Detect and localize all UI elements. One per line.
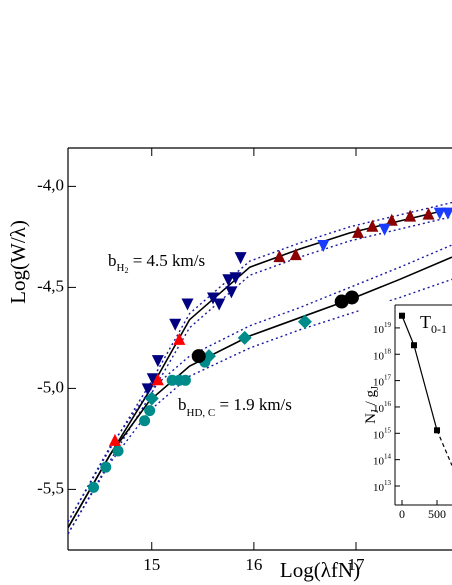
- data-point: [385, 213, 398, 226]
- inset-y-tick-label: 1019: [373, 321, 392, 336]
- annotation-sub: HD, C: [187, 407, 216, 419]
- data-point: [207, 292, 220, 305]
- data-point: [352, 225, 365, 238]
- data-point: [181, 298, 194, 311]
- data-point: [146, 373, 159, 386]
- tick-base: 10: [373, 455, 385, 467]
- tick-base: 10: [373, 376, 385, 388]
- label-sub: J: [370, 386, 381, 390]
- data-point: [273, 250, 286, 263]
- data-point: [144, 405, 156, 417]
- tick-exponent: 16: [384, 400, 392, 408]
- inset-y-tick-label: 1014: [373, 452, 392, 467]
- inset-y-tick-label: 1015: [373, 426, 392, 441]
- inset-y-tick-label: 1016: [373, 400, 392, 415]
- plot-area: [68, 201, 452, 535]
- data-point: [201, 349, 216, 364]
- data-point: [404, 209, 417, 222]
- data-point: [108, 433, 121, 446]
- data-point: [237, 330, 252, 345]
- annotation-subsub: 2: [124, 266, 128, 275]
- x-axis-label: Log(λfN): [280, 558, 360, 582]
- annotation-sub: H: [117, 262, 125, 274]
- label-main: N: [363, 413, 379, 424]
- data-point: [173, 332, 186, 345]
- annotation: bH2 = 4.5 km/s: [108, 251, 205, 275]
- inset-y-tick-label: 1017: [373, 373, 392, 388]
- tick-base: 10: [373, 323, 385, 335]
- inset-area: [399, 312, 452, 466]
- data-point: [234, 252, 247, 265]
- annotation-rest: = 1.9 km/s: [215, 395, 292, 414]
- inset-x-tick-label: 0: [399, 507, 405, 521]
- y-axis-label: Log(W/λ): [6, 220, 30, 304]
- data-point: [378, 223, 391, 236]
- inset-y-tick-label: 1018: [373, 347, 392, 362]
- data-point: [88, 481, 100, 493]
- inset-y-axis-label: NJ / gJ: [363, 386, 381, 424]
- data-point: [344, 290, 359, 305]
- annotation-rest: = 4.5 km/s: [128, 251, 205, 270]
- tick-exponent: 15: [384, 426, 392, 434]
- data-point: [410, 342, 417, 349]
- data-point: [289, 248, 302, 261]
- tick-exponent: 18: [384, 347, 392, 355]
- label-sub: J: [370, 409, 381, 413]
- data-point: [297, 314, 312, 329]
- tick-base: 10: [373, 350, 385, 362]
- tick-exponent: 14: [384, 452, 392, 460]
- data-point: [151, 373, 164, 386]
- model-curve: [68, 256, 452, 529]
- data-point: [399, 312, 406, 319]
- annotation-text: b: [108, 251, 117, 270]
- label-rest: / g: [363, 389, 379, 409]
- inset-y-tick-label: 1013: [373, 479, 392, 494]
- tick-base: 10: [373, 482, 385, 494]
- x-tick-label: 15: [143, 555, 160, 574]
- data-point: [422, 207, 435, 220]
- annotation-text: b: [178, 395, 187, 414]
- data-point: [225, 286, 238, 299]
- data-point: [229, 272, 242, 285]
- title-sub: 0-1: [431, 322, 447, 336]
- y-tick-label: -5,5: [37, 478, 64, 497]
- data-point: [433, 207, 446, 220]
- data-point: [366, 219, 379, 232]
- x-tick-label: 17: [348, 555, 366, 574]
- data-point: [100, 461, 112, 473]
- tick-exponent: 19: [384, 321, 392, 329]
- y-tick-label: -5,0: [37, 377, 64, 396]
- inset-x-tick-label: 500: [428, 507, 446, 521]
- x-tick-label: 16: [245, 555, 262, 574]
- tick-exponent: 17: [384, 373, 392, 381]
- data-point: [169, 318, 182, 331]
- data-point: [441, 207, 452, 220]
- tick-base: 10: [373, 402, 385, 414]
- inset-background: [360, 301, 452, 531]
- data-point: [179, 374, 191, 386]
- data-point: [112, 445, 124, 457]
- data-point: [191, 349, 206, 364]
- data-point: [213, 298, 226, 311]
- data-point: [139, 415, 151, 427]
- fit-line: [436, 430, 452, 466]
- data-point: [222, 274, 235, 287]
- y-tick-label: -4,0: [37, 175, 64, 194]
- y-tick-label: -4,5: [37, 276, 64, 295]
- annotation: bHD, C = 1.9 km/s: [178, 395, 292, 419]
- data-point: [144, 391, 159, 406]
- inset-title: T0-1: [420, 312, 447, 336]
- data-point: [317, 239, 330, 252]
- tick-exponent: 13: [384, 479, 392, 487]
- data-point: [141, 383, 154, 396]
- tick-base: 10: [373, 429, 385, 441]
- title-main: T: [420, 312, 431, 332]
- plot-frame: [67, 147, 452, 551]
- data-point: [151, 355, 164, 368]
